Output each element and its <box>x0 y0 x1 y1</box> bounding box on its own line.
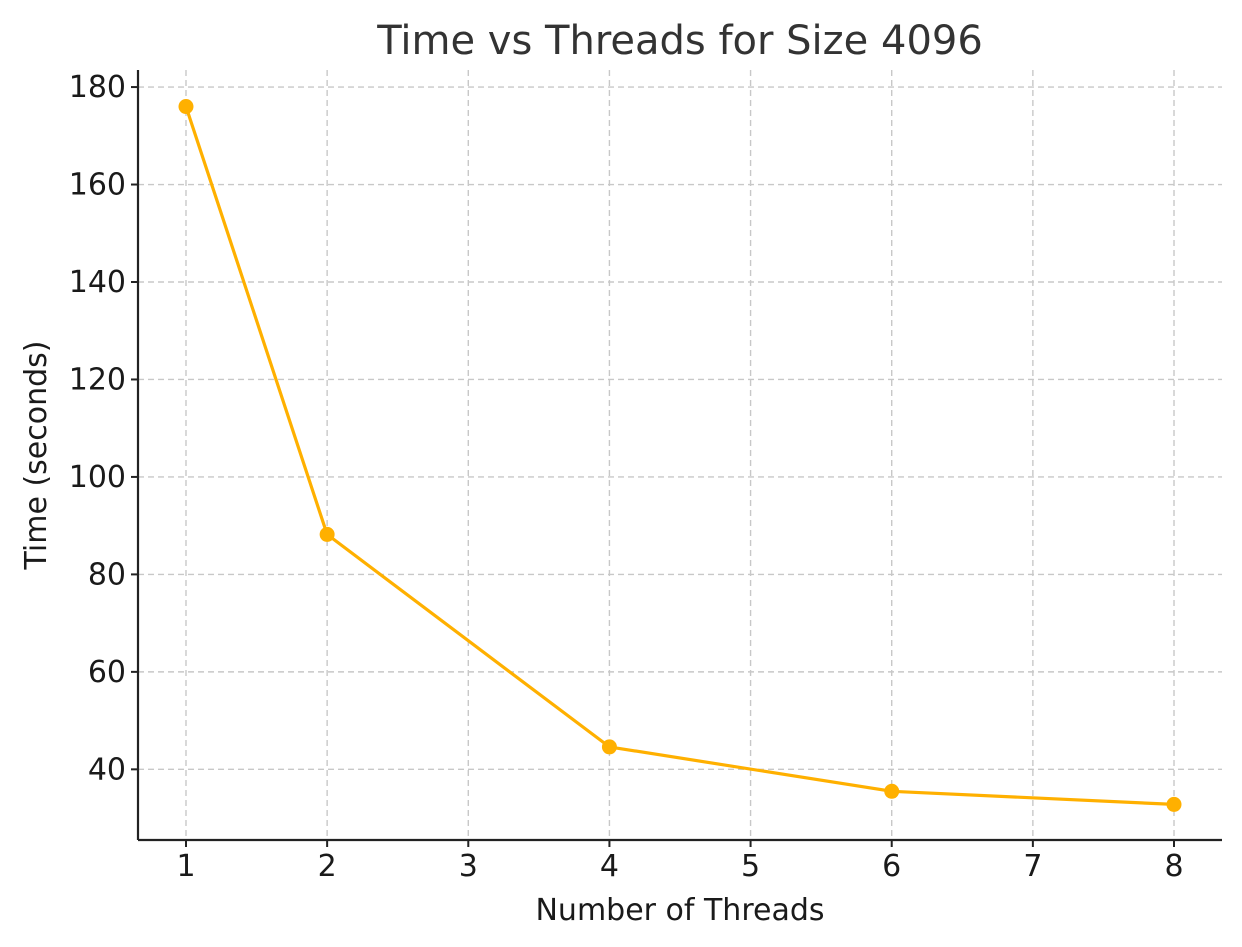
grid <box>138 70 1222 840</box>
data-point <box>601 739 617 755</box>
data-point <box>178 99 194 115</box>
data-point <box>884 783 900 799</box>
data-point <box>1166 796 1182 812</box>
y-tick-label: 160 <box>69 168 126 203</box>
y-tick-label: 100 <box>69 460 126 495</box>
x-axis-label: Number of Threads <box>535 893 824 928</box>
data-point <box>319 526 335 542</box>
y-tick-label: 60 <box>88 655 126 690</box>
chart-title: Time vs Threads for Size 4096 <box>376 18 983 64</box>
x-tick-label: 4 <box>600 849 619 884</box>
x-tick-label: 2 <box>318 849 337 884</box>
x-tick-label: 6 <box>882 849 901 884</box>
y-tick-label: 180 <box>69 70 126 105</box>
y-tick-label: 80 <box>88 557 126 592</box>
x-tick-label: 8 <box>1164 849 1183 884</box>
ticks: 1 2 3 4 5 6 7 8 40 60 80 100 120 140 160 180 <box>69 70 1184 884</box>
axes <box>136 70 1222 842</box>
data-series <box>178 99 1182 812</box>
x-tick-label: 5 <box>741 849 760 884</box>
x-tick-label: 7 <box>1023 849 1042 884</box>
y-tick-label: 120 <box>69 362 126 397</box>
y-tick-label: 40 <box>88 752 126 787</box>
x-tick-label: 3 <box>459 849 478 884</box>
y-tick-label: 140 <box>69 265 126 300</box>
series-line <box>184 106 1175 806</box>
x-tick-label: 1 <box>176 849 195 884</box>
y-axis-label: Time (seconds) <box>19 341 54 571</box>
